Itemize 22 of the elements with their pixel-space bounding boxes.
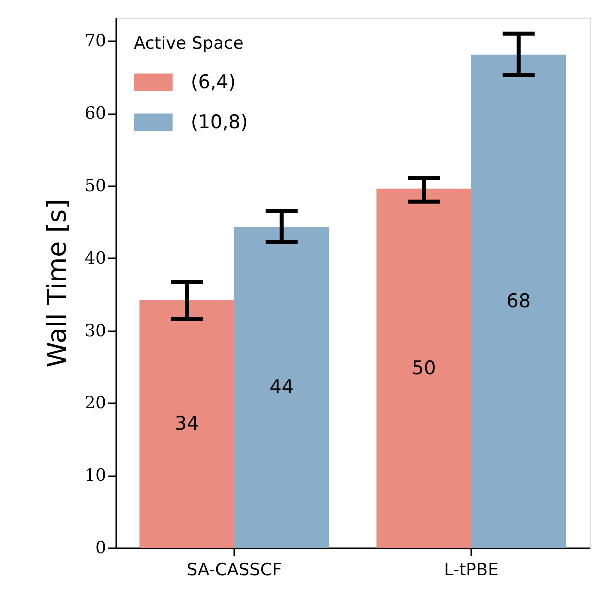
legend-label: (10,8) <box>191 112 248 134</box>
y-tick-label: 40 <box>84 248 106 269</box>
y-tick-label: 50 <box>84 176 106 196</box>
y-tick-label: 10 <box>84 466 106 486</box>
bar <box>472 54 566 548</box>
legend-title: Active Space <box>134 34 244 54</box>
data-label: 44 <box>270 376 294 399</box>
bar <box>140 300 234 548</box>
y-tick-label: 60 <box>84 104 106 124</box>
y-tick-label: 0 <box>96 538 106 558</box>
y-tick-label: 70 <box>84 32 106 52</box>
y-tick-label: 30 <box>84 321 106 342</box>
bar <box>234 227 330 548</box>
x-tick-label: L-tPBE <box>444 560 499 580</box>
x-tick-label: SA-CASSCF <box>186 560 282 580</box>
data-label: 50 <box>412 357 436 380</box>
y-tick-label: 20 <box>84 394 106 414</box>
y-axis-title: Wall Time [s] <box>42 199 73 368</box>
data-label: 34 <box>175 413 200 436</box>
data-label: 68 <box>506 290 531 312</box>
legend-label: (6,4) <box>191 72 236 94</box>
bar <box>376 188 472 548</box>
